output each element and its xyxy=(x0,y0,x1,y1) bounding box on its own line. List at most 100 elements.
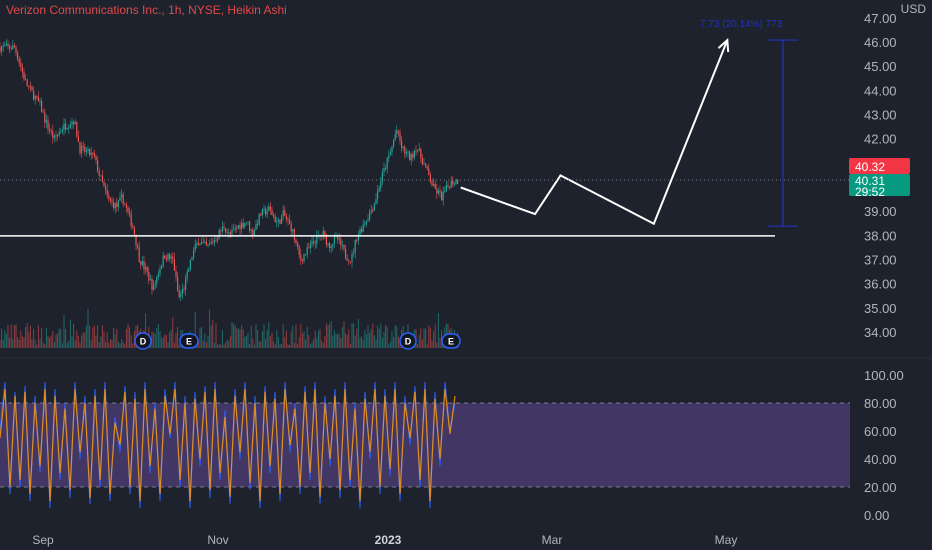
volume-bar xyxy=(423,328,425,348)
volume-bar xyxy=(221,329,223,348)
candle-body xyxy=(436,188,438,194)
volume-bar xyxy=(29,325,31,348)
event-label: E xyxy=(448,337,454,347)
volume-bar xyxy=(17,336,19,348)
candle-body xyxy=(423,163,425,165)
volume-bar xyxy=(282,324,284,348)
candle-body xyxy=(141,261,143,265)
volume-bar xyxy=(82,332,84,348)
candle-body xyxy=(101,175,103,182)
event-label: E xyxy=(186,337,192,347)
countdown-tag-text: 29:52 xyxy=(855,185,885,199)
volume-bar xyxy=(372,323,374,348)
candle-body xyxy=(455,179,457,184)
candle-body xyxy=(245,222,247,224)
candle-body xyxy=(450,180,452,188)
volume-bar xyxy=(293,342,295,348)
volume-bar xyxy=(97,325,99,348)
candle-body xyxy=(92,152,94,154)
volume-bar xyxy=(389,342,391,348)
volume-bar xyxy=(197,339,199,348)
candle-body xyxy=(442,191,444,201)
event-marker-e[interactable]: E xyxy=(179,333,199,349)
volume-bar xyxy=(388,344,390,348)
candle-body xyxy=(189,259,191,270)
volume-bar xyxy=(33,328,35,348)
volume-bar xyxy=(311,342,313,348)
volume-bar xyxy=(233,323,235,348)
volume-bar xyxy=(164,334,166,348)
volume-bar xyxy=(425,328,427,348)
volume-bar xyxy=(223,344,225,348)
candle-body xyxy=(57,134,59,137)
y-tick-label: 35.00 xyxy=(864,301,897,316)
volume-bar xyxy=(359,337,361,348)
candle-body xyxy=(15,47,17,53)
volume-bar xyxy=(218,343,220,348)
candle-body xyxy=(247,221,249,223)
candle-body xyxy=(391,146,393,152)
candle-body xyxy=(137,245,139,248)
candle-body xyxy=(397,130,399,133)
volume-bar xyxy=(298,337,300,348)
volume-bar xyxy=(169,332,171,348)
volume-bar xyxy=(156,328,158,348)
volume-bar xyxy=(15,324,17,348)
volume-bar xyxy=(362,339,364,348)
candle-body xyxy=(34,96,36,100)
candle-body xyxy=(234,227,236,230)
candle-body xyxy=(394,134,396,141)
candle-body xyxy=(330,246,332,249)
candle-body xyxy=(212,242,214,243)
volume-bar xyxy=(241,324,243,348)
volume-bar xyxy=(21,336,23,348)
volume-bar xyxy=(393,336,395,348)
volume-bar xyxy=(207,336,209,348)
volume-bar xyxy=(245,335,247,348)
candle-body xyxy=(364,224,366,226)
candle-body xyxy=(129,211,131,214)
candle-body xyxy=(145,267,147,270)
volume-bar xyxy=(52,331,54,348)
candle-body xyxy=(452,180,454,185)
candle-body xyxy=(445,185,447,192)
volume-bar xyxy=(215,323,217,348)
candle-body xyxy=(258,213,260,225)
volume-bar xyxy=(122,341,124,348)
volume-bar xyxy=(333,330,335,348)
volume-bar xyxy=(13,325,15,348)
volume-bar xyxy=(365,334,367,348)
candle-body xyxy=(1,47,3,52)
volume-bar xyxy=(237,328,239,348)
event-marker-d[interactable]: D xyxy=(399,332,417,350)
current-price-tag xyxy=(849,174,910,196)
candle-body xyxy=(193,250,195,258)
volume-bar xyxy=(55,334,57,348)
projection-path[interactable] xyxy=(460,39,729,226)
event-marker-d[interactable]: D xyxy=(134,332,152,350)
drawings-layer[interactable]: 7.73 (20.14%) 773 xyxy=(0,19,850,237)
candle-body xyxy=(365,220,367,225)
candle-body xyxy=(29,86,31,88)
candle-body xyxy=(277,219,279,222)
dividend-icon xyxy=(399,332,417,350)
candle-body xyxy=(130,213,132,226)
candle-body xyxy=(37,96,39,102)
volume-bar xyxy=(212,319,214,348)
candle-body xyxy=(201,242,203,245)
volume-bar xyxy=(201,326,203,348)
event-marker-e[interactable]: E xyxy=(441,333,461,349)
volume-bar xyxy=(273,341,275,348)
candle-body xyxy=(261,209,263,216)
candle-body xyxy=(241,222,243,230)
volume-bar xyxy=(377,325,379,348)
volume-bar xyxy=(37,325,39,348)
candle-body xyxy=(311,241,313,245)
volume-bar xyxy=(316,337,318,348)
candle-body xyxy=(135,234,137,246)
volume-bar xyxy=(300,323,302,348)
volume-bar xyxy=(7,324,9,348)
candle-body xyxy=(404,146,406,154)
